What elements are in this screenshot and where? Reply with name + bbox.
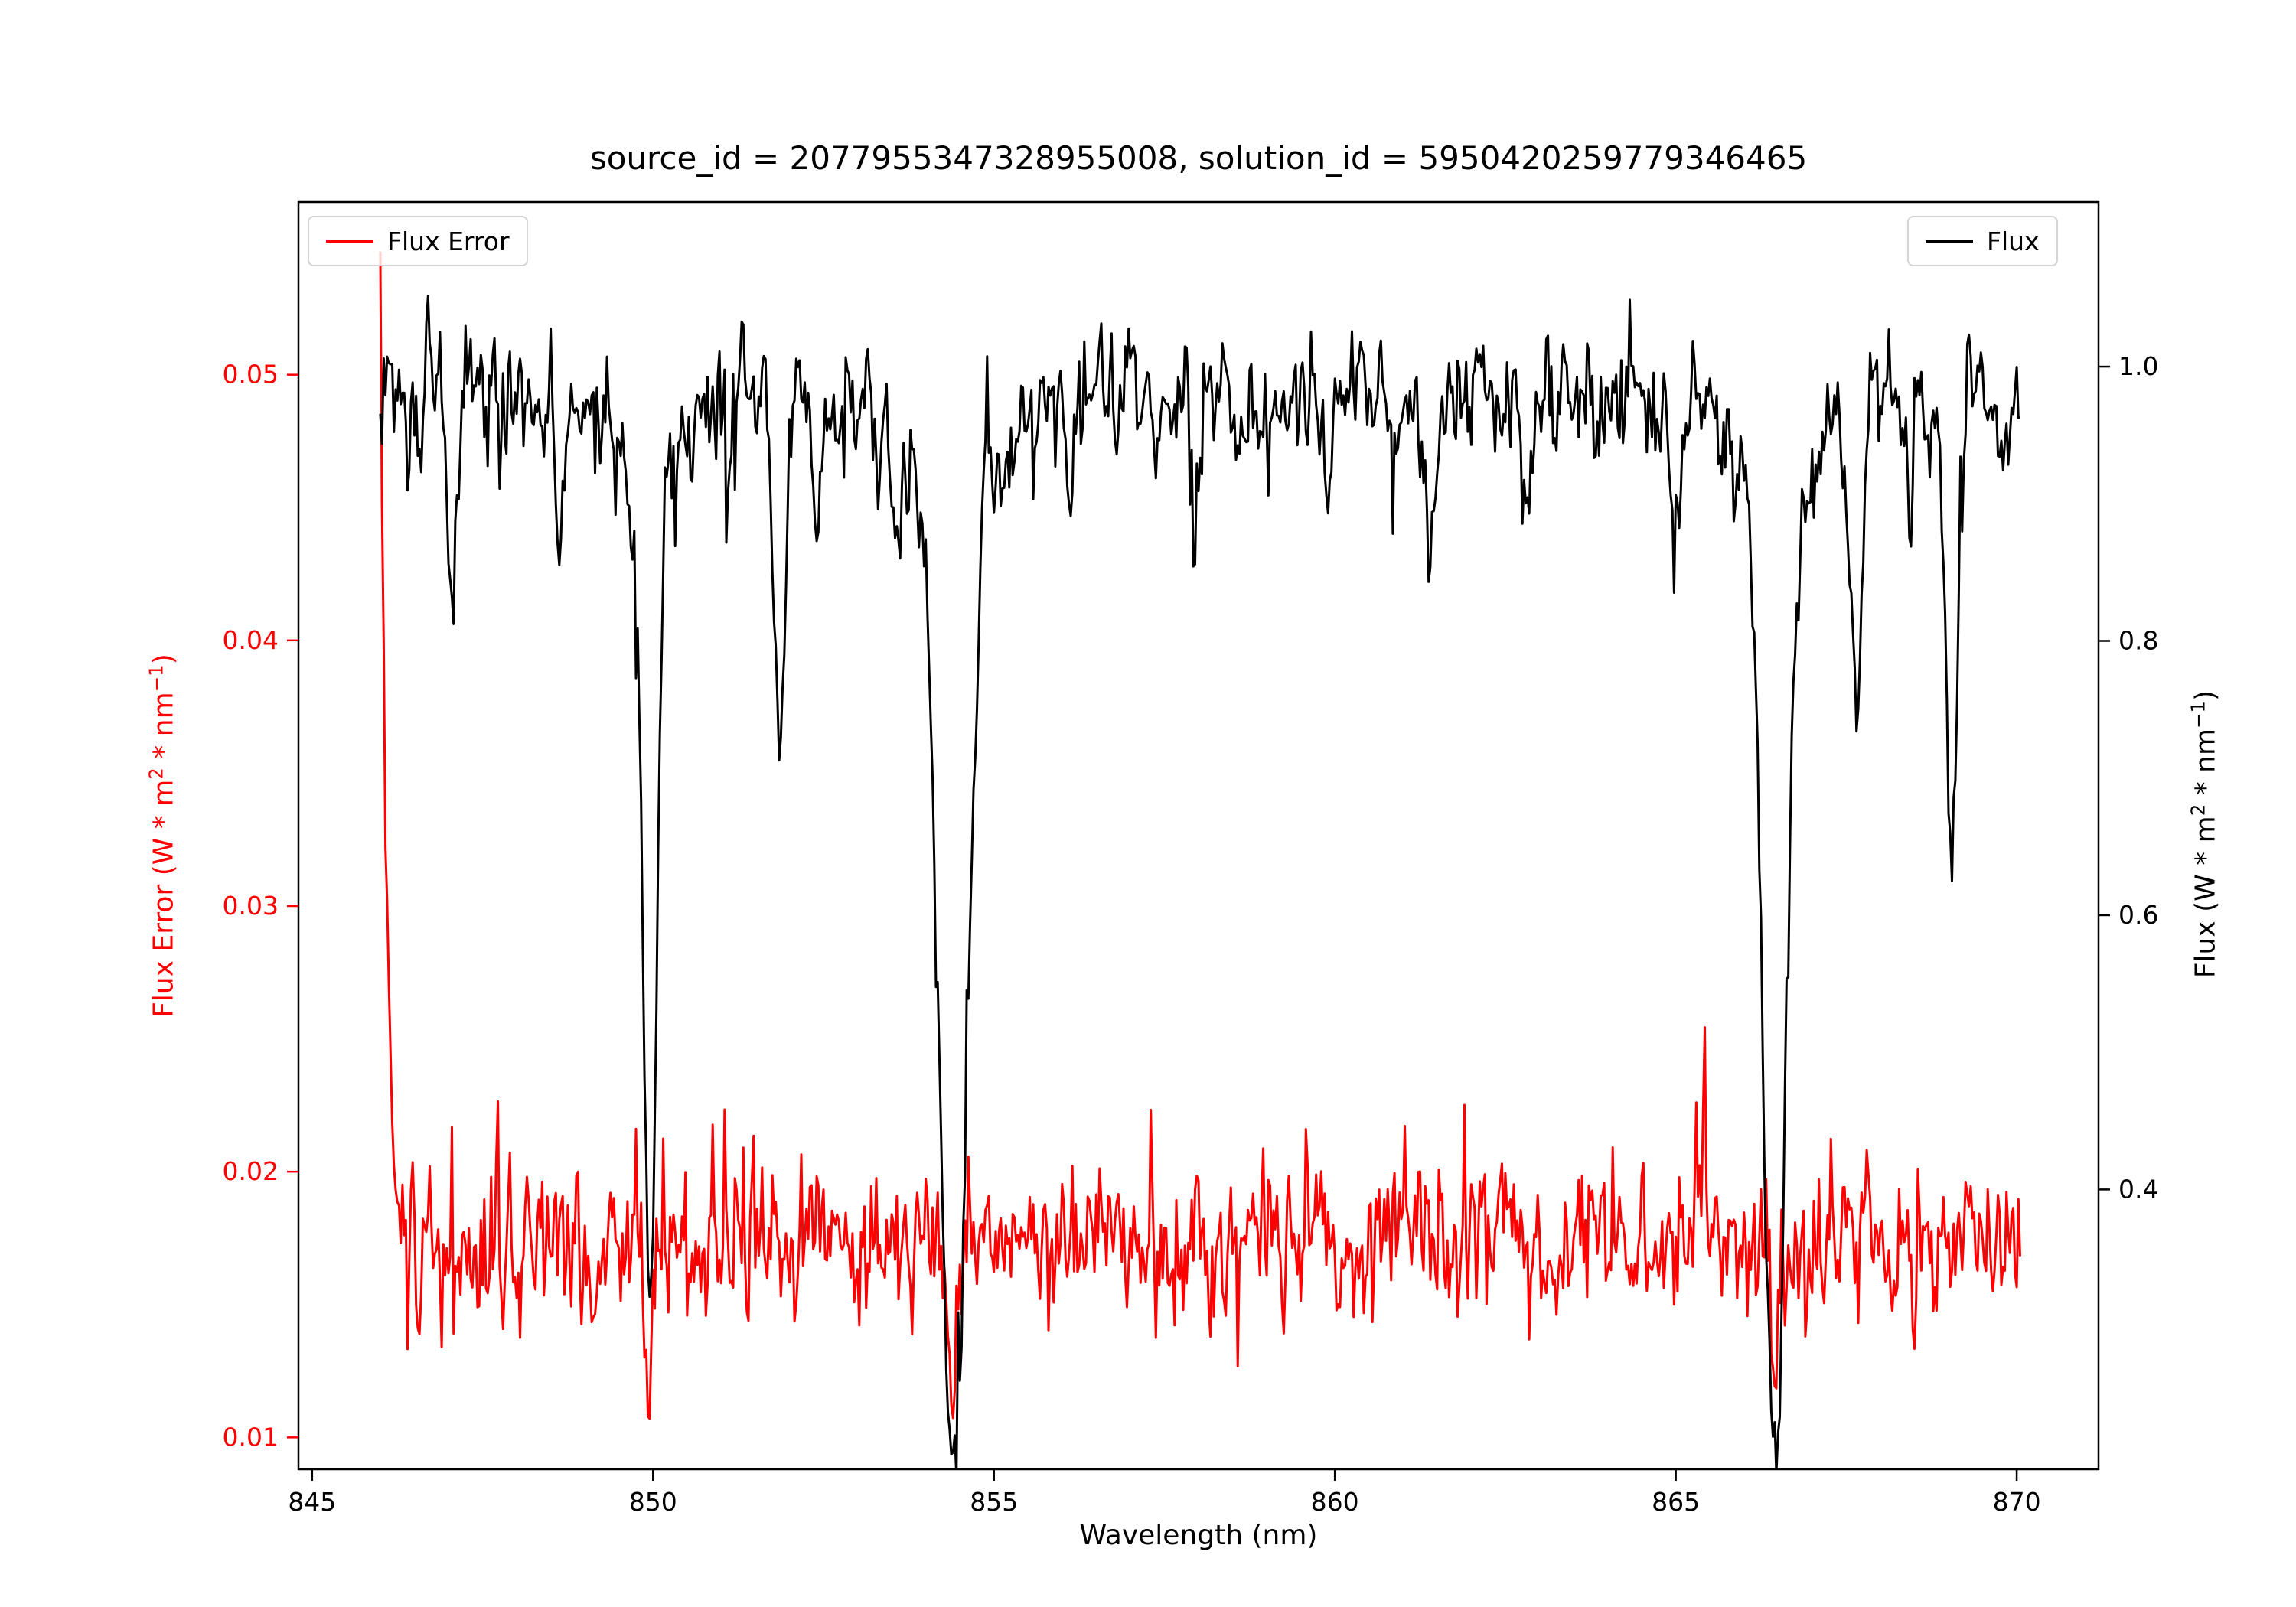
x-tick-label: 870 [1993,1487,2041,1517]
x-axis-label: Wavelength (nm) [1079,1520,1318,1551]
y-right-tick-label: 1.0 [2118,351,2158,381]
flux-line-swatch [1926,240,1973,243]
x-tick-label: 865 [1652,1487,1700,1517]
legend-flux-label: Flux [1987,226,2040,256]
y-axis-label-left: Flux Error (W * m2 * nm−1) [145,654,180,1018]
chart-title: source_id = 2077955347328955008, solutio… [589,139,1808,177]
y-left-sup-2: 2 [145,768,168,780]
y-right-tick-label: 0.4 [2118,1174,2158,1204]
legend-flux-error: Flux Error [308,216,528,266]
y-right-label-mid: * nm [2190,728,2222,804]
y-left-label-post: ) [148,654,180,665]
flux-error-line [379,251,2021,1420]
y-right-label-post: ) [2190,689,2222,701]
x-tick-label: 845 [288,1487,336,1517]
axes-spines [297,200,2100,1471]
y-right-tick-label: 0.6 [2118,900,2158,930]
x-tick-label: 850 [629,1487,677,1517]
y-left-tick-label: 0.05 [223,360,279,390]
flux-line [379,295,2020,1469]
y-right-label-text: Flux (W * m [2190,816,2222,979]
y-right-sup-2: 2 [2187,804,2210,817]
y-right-tick-label: 0.8 [2118,626,2158,656]
legend-flux: Flux [1907,216,2058,266]
y-left-sup-minus1: −1 [145,664,168,693]
y-left-tick-label: 0.04 [223,625,279,655]
flux-error-line-swatch [326,240,373,243]
y-left-tick-label: 0.01 [223,1422,279,1452]
x-tick-label: 860 [1311,1487,1359,1517]
y-left-tick-label: 0.02 [223,1156,279,1186]
legend-flux-error-label: Flux Error [387,226,510,256]
y-axis-label-right: Flux (W * m2 * nm−1) [2187,690,2222,978]
y-left-label-mid: * nm [148,692,180,768]
x-tick-label: 855 [970,1487,1018,1517]
axis-ticks: 845 850 855 860 865 870 0.01 0.02 0.03 0.04 0.05 0.… [223,351,2159,1517]
y-left-tick-label: 0.03 [223,891,279,921]
y-right-sup-minus1: −1 [2187,700,2210,729]
y-left-label-text: Flux Error (W * m [148,779,180,1018]
